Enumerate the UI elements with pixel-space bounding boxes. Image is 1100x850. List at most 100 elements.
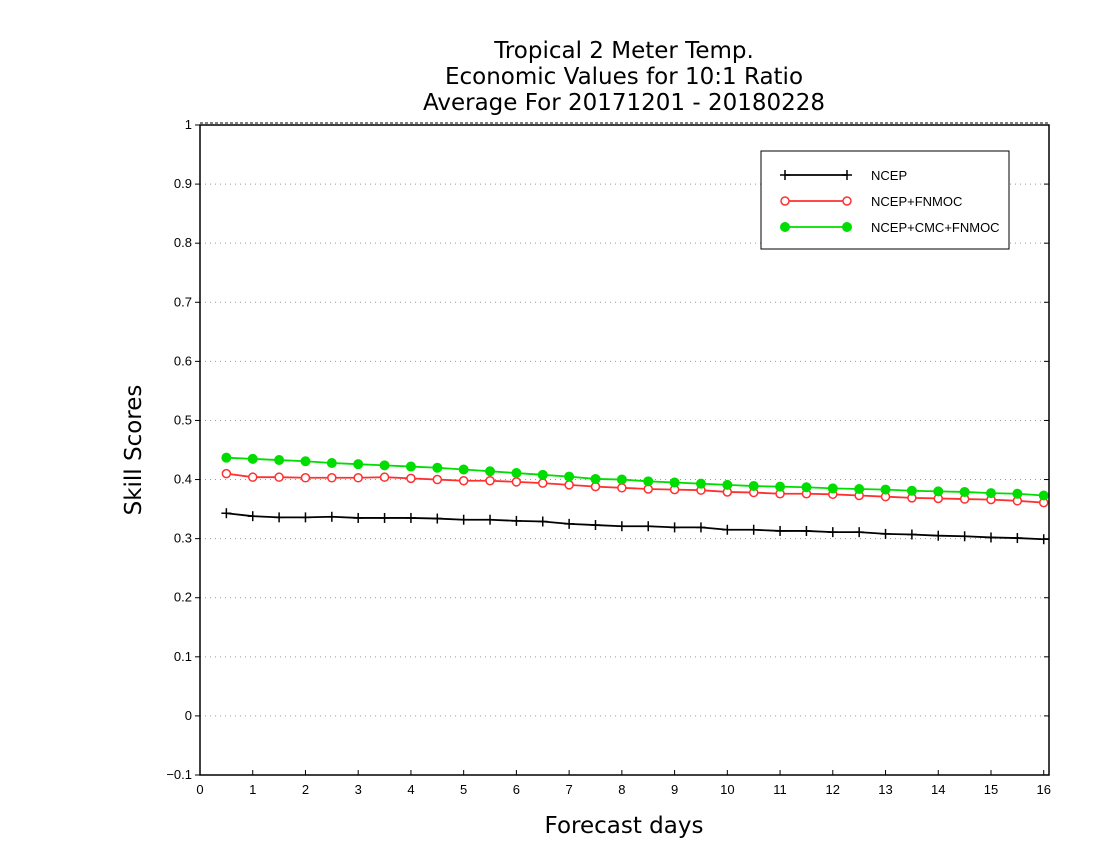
data-point <box>458 464 469 475</box>
data-point <box>801 482 812 493</box>
data-point <box>485 514 496 525</box>
data-point <box>458 475 469 486</box>
data-point <box>801 525 812 536</box>
y-tick-label: 0.6 <box>174 353 192 368</box>
data-point <box>432 462 443 473</box>
data-point <box>537 516 548 527</box>
legend-label: NCEP+CMC+FNMOC <box>871 220 1000 235</box>
series-line <box>226 472 1044 504</box>
y-tick-label: 0 <box>185 708 192 723</box>
legend-box <box>760 150 1010 250</box>
data-point <box>1038 490 1049 501</box>
data-point <box>827 527 838 538</box>
y-tick-label: 1 <box>185 117 192 132</box>
legend-marker <box>780 196 790 206</box>
data-point <box>353 512 364 523</box>
x-tick-label: 14 <box>931 782 945 797</box>
chart-title: Tropical 2 Meter Temp. Economic Values f… <box>423 38 825 116</box>
series-line <box>226 512 1044 541</box>
data-point <box>511 515 522 526</box>
data-point <box>854 484 865 494</box>
x-tick-label: 11 <box>773 782 787 797</box>
y-tick-label: 0.9 <box>174 176 192 191</box>
data-point <box>617 483 627 493</box>
data-point <box>247 511 258 522</box>
data-point <box>590 520 601 531</box>
x-tick-label: 8 <box>618 782 625 797</box>
x-tick-label: 16 <box>1036 782 1050 797</box>
data-point <box>933 530 944 541</box>
legend-marker <box>780 222 790 232</box>
x-tick-label: 7 <box>566 782 573 797</box>
data-point <box>985 532 996 543</box>
data-point <box>959 531 970 542</box>
data-point <box>405 512 416 523</box>
title-line-1: Tropical 2 Meter Temp. <box>493 38 754 64</box>
x-tick-label: 0 <box>196 782 203 797</box>
data-point <box>748 524 759 535</box>
data-point <box>300 456 311 467</box>
grid-lines <box>200 183 1049 717</box>
data-point <box>722 479 733 490</box>
data-point <box>511 477 522 487</box>
y-tick-label: 0.4 <box>174 472 192 487</box>
data-point <box>669 522 680 533</box>
data-point <box>432 474 443 485</box>
x-tick-label: 13 <box>878 782 892 797</box>
data-point <box>985 488 996 499</box>
x-tick-label: 9 <box>671 782 678 797</box>
data-point <box>775 525 786 536</box>
data-point <box>247 453 258 464</box>
data-point <box>221 468 232 479</box>
data-point <box>643 476 654 487</box>
y-tick-label: 0.8 <box>174 235 192 250</box>
data-point <box>485 475 495 486</box>
x-tick-label: 12 <box>826 782 840 797</box>
data-point <box>458 514 469 525</box>
x-tick-label: 1 <box>249 782 256 797</box>
series-ncep-cmc-fnmoc <box>221 452 1049 501</box>
legend-label: NCEP <box>871 168 907 183</box>
data-point <box>959 486 970 497</box>
data-point <box>432 513 443 524</box>
y-axis-label: Skill Scores <box>121 385 147 516</box>
x-axis-label: Forecast days <box>545 813 704 839</box>
x-tick-label: 4 <box>407 782 414 797</box>
legend-entry: NCEP+CMC+FNMOC <box>780 220 1000 235</box>
data-point <box>379 472 390 482</box>
title-line-2: Economic Values for 10:1 Ratio <box>445 64 803 90</box>
legend-marker <box>842 222 852 232</box>
data-point <box>1012 533 1023 544</box>
data-point <box>906 485 917 496</box>
data-point <box>537 469 548 480</box>
data-point <box>221 508 232 519</box>
data-point <box>300 473 311 483</box>
data-point <box>906 529 917 540</box>
title-line-3: Average For 20171201 - 20180228 <box>423 90 825 116</box>
data-point <box>616 474 627 485</box>
data-point <box>880 528 891 539</box>
data-point <box>326 511 337 522</box>
data-point <box>933 486 944 497</box>
x-tick-label: 3 <box>355 782 362 797</box>
data-point <box>722 524 733 535</box>
data-point <box>564 471 575 482</box>
x-tick-label: 2 <box>302 782 309 797</box>
data-point <box>247 472 258 482</box>
y-tick-label: −0.1 <box>166 767 192 782</box>
data-point <box>616 521 627 532</box>
legend-label: NCEP+FNMOC <box>871 194 962 209</box>
y-tick-label: 0.2 <box>174 590 192 605</box>
y-tick-label: 0.3 <box>174 531 192 546</box>
data-point <box>511 468 522 479</box>
y-tick-label: 0.5 <box>174 412 192 427</box>
series-layer <box>221 452 1049 545</box>
data-point <box>379 460 390 471</box>
legend: NCEP NCEP+FNMOC NCEP+CMC+FNMOC <box>760 150 1010 250</box>
legend-marker <box>780 170 790 180</box>
data-point <box>827 483 838 494</box>
data-point <box>775 481 786 492</box>
data-point <box>274 472 284 482</box>
data-point <box>274 512 285 523</box>
data-point <box>590 473 601 484</box>
